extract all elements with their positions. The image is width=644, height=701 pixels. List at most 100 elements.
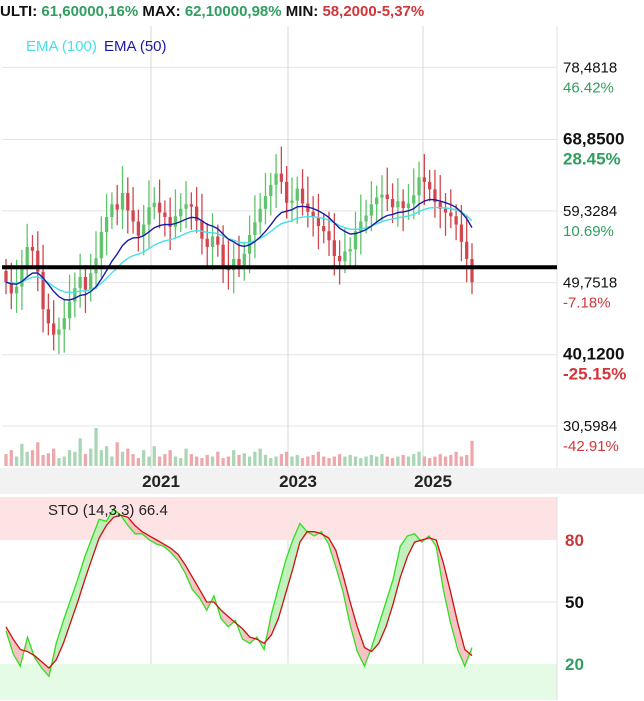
volume-bar [163,454,167,466]
candle-body [136,221,141,236]
volume-bar [449,454,453,466]
candle [433,169,437,218]
candle-body [337,255,342,262]
sto-fill-segment [192,577,200,598]
candle-body [30,247,35,251]
sto-fill-segment [386,579,394,627]
sto-fill-segment [199,589,207,611]
volume-bar [126,448,130,466]
candle [285,166,289,219]
candle [369,181,374,232]
candle-body [131,210,135,222]
sto-fill-segment [292,523,300,569]
candle [152,187,156,220]
sto-fill-segment [407,533,415,557]
sto-fill-segment [178,554,186,574]
volume-bar [279,454,284,466]
candle [173,189,178,239]
candle-body [232,258,236,271]
candle [179,193,183,233]
volume-bar [285,451,289,466]
candle [396,178,400,227]
volume-bar [67,450,72,466]
candle [41,244,45,333]
candle-body [401,201,405,209]
sto-fill-segment [400,535,408,578]
volume-bar [46,453,51,466]
candle-body [89,273,93,290]
volume-bar [89,448,93,466]
candle-body [470,258,474,283]
candle [52,300,56,351]
candle-body [152,202,156,208]
price-tick-label: 68,8500 [563,129,624,148]
candle-body [290,200,294,203]
candle [126,177,130,234]
price-tick-label: 30,5984 [563,418,617,435]
volume-bar [20,443,24,466]
sto-fill-segment [350,602,358,652]
volume-bar [385,456,389,466]
candle [20,249,24,310]
volume-bar [131,454,135,466]
candle [443,193,448,236]
volume-bar [433,456,437,466]
volume-bar [104,446,109,466]
candle [73,272,77,318]
price-tick-label: 78,4818 [563,59,617,76]
price-plot-background [0,26,644,468]
sto-fill-segment [299,523,308,543]
candle-body [126,193,130,211]
volume-bar [465,454,469,466]
sto-fill-segment [271,587,279,636]
legend-ema-100: EMA (100) [26,38,97,55]
candle-body [9,282,13,294]
candle [62,298,66,353]
volume-bar [454,451,458,466]
candle [337,240,342,285]
candle [104,193,109,256]
candle [4,258,8,295]
volume-bar [52,448,56,466]
sto-fill-segment [278,560,286,619]
candle [269,172,273,216]
candle-body [343,251,347,262]
candle-body [57,329,61,335]
volume-bar [110,456,114,466]
candle [120,166,125,230]
candle [353,211,358,269]
candle-body [327,231,331,241]
sto-tick-label: 20 [565,655,584,674]
candle-body [417,177,421,196]
max-label: MAX: [142,3,181,20]
sto-fill-segment [84,537,92,580]
candle [406,184,411,221]
sto-fill-segment [443,562,451,623]
volume-bar [417,451,421,466]
volume-bar [253,451,257,466]
candle-body [179,208,183,217]
volume-bar [221,458,225,466]
last-value: 61,6000 [41,3,96,20]
candle [194,187,199,233]
candle-body [427,181,432,190]
candle-body [253,222,257,236]
candle-body [194,206,199,221]
price-tick-percent: 46.42% [563,79,614,96]
volume-bar [401,454,405,466]
candle-body [380,194,384,198]
candle-body [322,226,326,232]
sto-k-line [5,507,473,678]
candle [401,189,405,232]
max-value: 62,1000 [184,3,240,20]
candle-body [237,258,241,265]
volume-bar [380,454,384,466]
candle-body [311,211,315,218]
sto-fill-segment [393,546,401,605]
volume-bar [295,454,299,466]
volume-bar [438,454,442,466]
candle-body [316,217,321,227]
candle-body [242,253,246,265]
candle-body [52,323,56,335]
